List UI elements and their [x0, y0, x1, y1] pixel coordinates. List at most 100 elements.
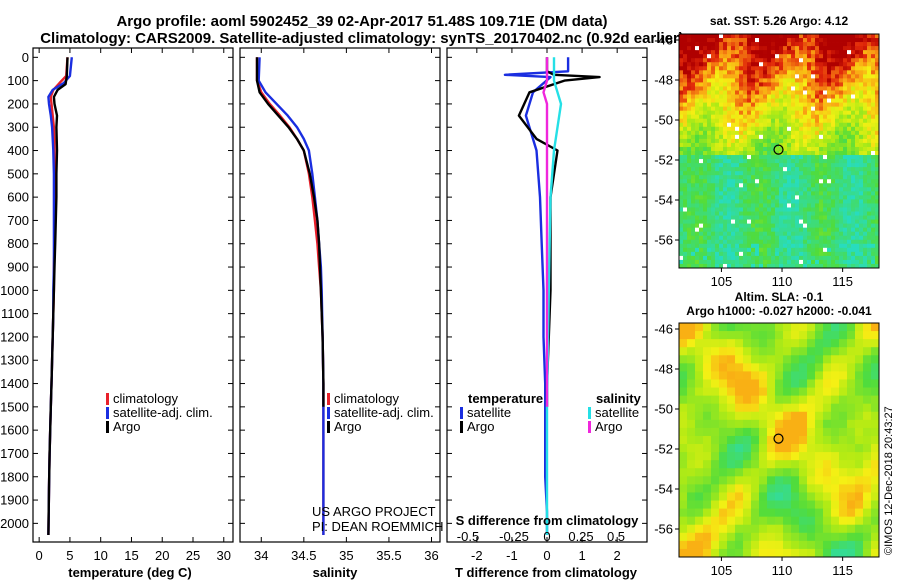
- map-cell: [691, 219, 696, 225]
- map-cell: [679, 219, 684, 225]
- map-cell: [747, 239, 752, 245]
- map-cell: [739, 215, 744, 220]
- map-cell: [815, 444, 824, 453]
- map-cell: [711, 468, 720, 477]
- map-cell: [679, 347, 688, 356]
- map-cell: [687, 516, 696, 526]
- map-cell: [783, 118, 788, 124]
- map-cell: [775, 524, 784, 534]
- map-cell: [699, 86, 704, 91]
- map-cell: [795, 251, 800, 257]
- map-cell: [815, 235, 820, 241]
- map-cell: [859, 102, 864, 108]
- map-cell: [723, 243, 728, 249]
- map-cell: [795, 50, 800, 55]
- map-cell: [727, 419, 736, 429]
- map-cell: [707, 74, 712, 79]
- map-cell: [791, 500, 800, 509]
- map-cell: [803, 122, 808, 128]
- map-cell: [719, 211, 724, 216]
- map-cell: [807, 444, 816, 453]
- map-cell: [691, 110, 696, 116]
- map-cell: [775, 347, 784, 356]
- map-cell: [839, 532, 848, 542]
- map-cell: [755, 207, 760, 212]
- map-cell: [807, 460, 816, 469]
- map-cell: [723, 171, 728, 176]
- map-cell: [835, 195, 840, 200]
- map-cell: [819, 42, 824, 47]
- map-cell: [843, 151, 848, 156]
- map-cell: [815, 476, 824, 485]
- map-cell: [843, 247, 848, 253]
- map-cell: [743, 484, 752, 493]
- map-cell: [791, 142, 796, 148]
- map-cell: [739, 179, 744, 184]
- map-cell: [695, 175, 700, 180]
- map-cell: [863, 227, 868, 233]
- map-cell: [743, 86, 748, 91]
- map-cell: [751, 179, 756, 184]
- map-cell: [779, 70, 784, 75]
- map-cell: [807, 114, 812, 120]
- map-cell: [727, 452, 736, 461]
- map-cell: [731, 102, 736, 108]
- map-cell: [715, 171, 720, 176]
- map-cell: [695, 239, 700, 245]
- map-cell: [815, 58, 820, 63]
- map-cell: [859, 163, 864, 168]
- map-cell: [799, 155, 804, 160]
- map-cell: [827, 118, 832, 124]
- map-cell: [851, 167, 856, 172]
- map-cell: [755, 251, 760, 257]
- map-cell: [723, 175, 728, 180]
- map-cell: [867, 114, 872, 120]
- map-cell: [775, 74, 780, 79]
- map-cell: [735, 66, 740, 71]
- map-cell: [871, 452, 879, 461]
- map-cell: [807, 50, 812, 55]
- map-cell: [799, 460, 808, 469]
- map-cell: [727, 484, 736, 493]
- map-cell: [867, 151, 872, 156]
- map-cell: [863, 171, 868, 176]
- map-cell: [863, 126, 868, 132]
- map-cell: [751, 355, 760, 364]
- map-cell: [775, 86, 780, 91]
- map-cell: [787, 159, 792, 164]
- map-cell: [715, 114, 720, 120]
- map-cell: [783, 395, 792, 405]
- map-cell: [711, 363, 720, 372]
- map-cell: [727, 146, 732, 152]
- map-cell: [703, 255, 708, 261]
- map-cell: [763, 263, 768, 268]
- map-cell: [843, 46, 848, 51]
- map-cell: [839, 339, 848, 348]
- difference-x-axis: -2 -1 0 1 2: [471, 48, 621, 563]
- map-cell: [735, 110, 740, 116]
- map-cell: [767, 66, 772, 71]
- map-cell: [751, 110, 756, 116]
- map-cell: [767, 155, 772, 160]
- map-cell: [863, 134, 868, 140]
- map-cell: [795, 66, 800, 71]
- map-cell: [727, 211, 732, 216]
- map-cell: [711, 211, 716, 216]
- map-cell: [735, 427, 744, 437]
- map-cell: [815, 187, 820, 192]
- map-cell: [679, 500, 688, 509]
- map-cell: [791, 118, 796, 124]
- map-cell: [695, 435, 704, 445]
- map-cell: [867, 58, 872, 63]
- map-cell: [867, 263, 872, 268]
- map-cell: [779, 171, 784, 176]
- map-cell: [847, 323, 856, 332]
- map-cell: [783, 387, 792, 397]
- map-cell: [871, 38, 876, 43]
- map-cell: [823, 403, 832, 413]
- map-cell: [831, 540, 840, 550]
- map-cell: [695, 207, 700, 212]
- map-cell: [875, 255, 879, 261]
- map-cell: [783, 98, 788, 103]
